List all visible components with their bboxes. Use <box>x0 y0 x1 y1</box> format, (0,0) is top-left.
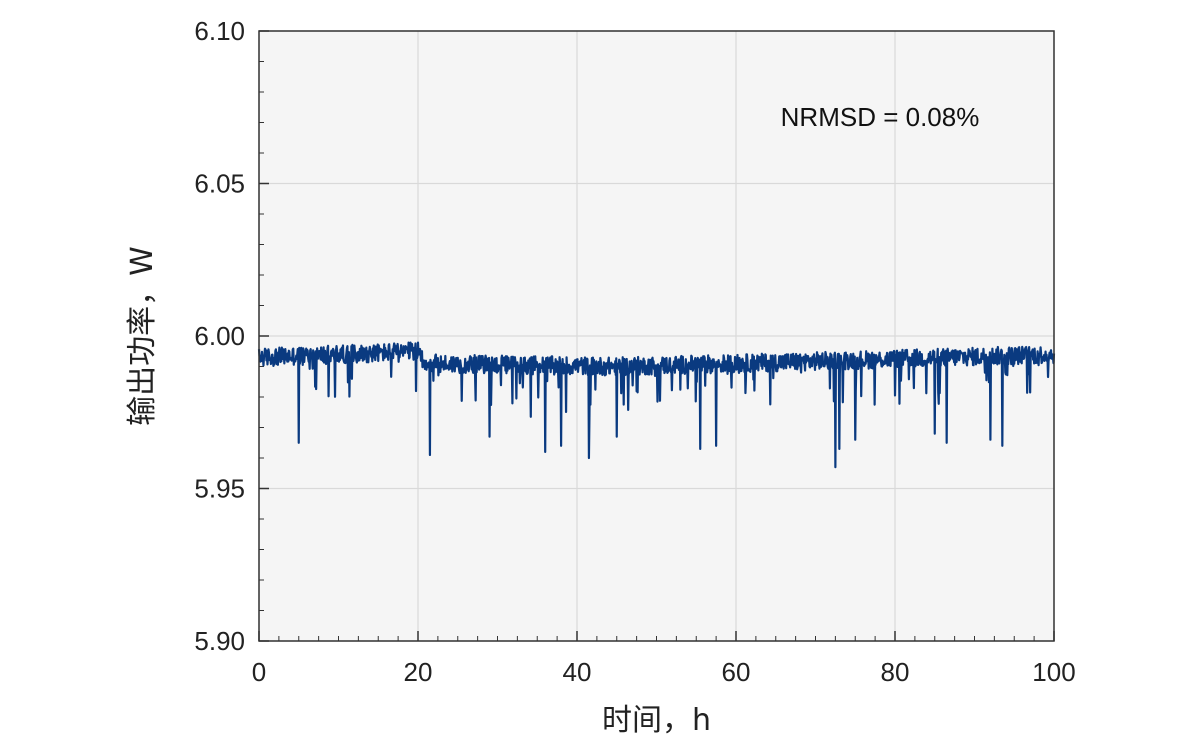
x-tick-label: 80 <box>881 657 910 687</box>
x-tick-label: 60 <box>722 657 751 687</box>
x-tick-labels: 0 20 40 60 80 100 <box>252 657 1076 687</box>
series-group <box>257 341 1056 469</box>
plot-frame <box>258 30 1055 642</box>
y-tick-labels: 5.90 5.95 6.00 6.05 6.10 <box>194 16 245 656</box>
y-tick-label: 6.05 <box>194 169 245 199</box>
y-axis-title: 输出功率，W <box>125 246 160 426</box>
y-tick-label: 5.90 <box>194 626 245 656</box>
y-tick-label: 5.95 <box>194 474 245 504</box>
series-line <box>257 341 1056 469</box>
x-axis-title: 时间，h <box>602 703 711 738</box>
x-tick-label: 40 <box>563 657 592 687</box>
x-tick-label: 20 <box>404 657 433 687</box>
x-tick-label: 100 <box>1032 657 1075 687</box>
y-tick-label: 6.00 <box>194 321 245 351</box>
y-tick-label: 6.10 <box>194 16 245 46</box>
x-tick-label: 0 <box>252 657 266 687</box>
nrmsd-annotation: NRMSD = 0.08% <box>781 102 980 132</box>
